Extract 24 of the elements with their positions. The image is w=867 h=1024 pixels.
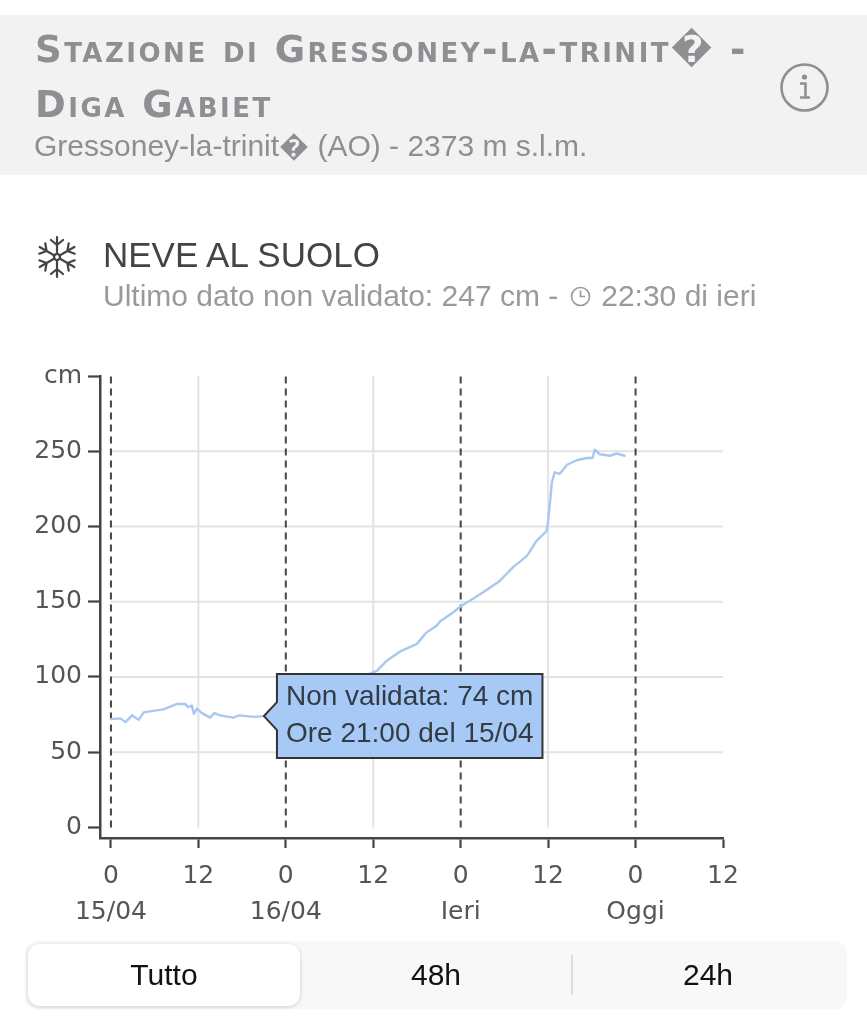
x-tick-label: 12 bbox=[357, 859, 390, 889]
x-tick-label: 12 bbox=[182, 859, 215, 889]
text: 48h bbox=[410, 958, 462, 992]
text: 24h bbox=[682, 958, 734, 992]
annotation: Non validata: 74 cm Ore 21:00 del 15/04 bbox=[285, 680, 534, 749]
text: Stazione di Gressoney-la-trinit� - Diga Gabiet bbox=[35, 28, 748, 126]
text: 22:30 di ieri bbox=[601, 279, 757, 312]
y-tick-label: cm bbox=[43, 359, 82, 389]
x-tick-label: 0 16/04 bbox=[249, 859, 322, 925]
chart-title: NEVE AL SUOLO bbox=[103, 235, 380, 275]
text: Tutto bbox=[130, 958, 198, 992]
y-tick-label: 0 bbox=[66, 810, 82, 840]
x-tick-label: 0 Oggi bbox=[606, 859, 665, 925]
x-tick-label: 12 bbox=[532, 859, 565, 889]
y-tick-label: 200 bbox=[34, 509, 82, 539]
y-tick-label: 100 bbox=[34, 660, 82, 690]
x-tick-label: 12 bbox=[707, 859, 739, 889]
chart-subtitle: Ultimo dato non validato: 247 cm - bbox=[103, 279, 559, 312]
y-tick-label: 150 bbox=[34, 585, 82, 615]
y-tick-label: 250 bbox=[34, 434, 82, 464]
text: Gressoney-la-trinit� (AO) - 2373 m s.l.m. bbox=[34, 129, 588, 162]
x-tick-label: 0 Ieri bbox=[440, 859, 481, 925]
x-tick-label: 0 15/04 bbox=[74, 859, 147, 925]
y-tick-label: 50 bbox=[50, 735, 82, 765]
